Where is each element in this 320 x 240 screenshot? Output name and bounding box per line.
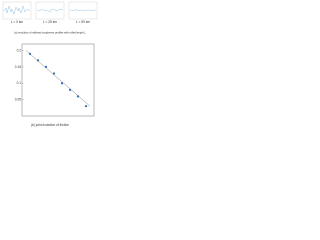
y-tick-label: 0.1 bbox=[17, 81, 22, 85]
point bbox=[36, 59, 40, 62]
point bbox=[44, 65, 48, 69]
point bbox=[52, 72, 56, 75]
fit-line bbox=[25, 50, 91, 107]
caption-b: (b) joint evolution of friction bbox=[31, 123, 69, 127]
profile bbox=[69, 9, 97, 11]
profile-label: L = 25 km bbox=[43, 20, 57, 24]
plot-frame bbox=[21, 43, 95, 117]
profile-label: L = 0 km bbox=[11, 20, 24, 24]
point bbox=[84, 105, 88, 108]
profile bbox=[3, 5, 31, 15]
point bbox=[68, 88, 72, 91]
y-tick-label: 0.15 bbox=[15, 65, 21, 69]
point bbox=[60, 82, 64, 85]
y-tick-label: 0.2 bbox=[17, 48, 22, 52]
point bbox=[28, 52, 32, 55]
point bbox=[76, 95, 80, 98]
profile-box bbox=[35, 1, 65, 20]
caption-a: (a) evolution of railhead roughness prof… bbox=[14, 31, 86, 35]
profile-box bbox=[2, 1, 32, 20]
figure: L = 0 km L = 25 km L = 50 km (a) evoluti… bbox=[2, 1, 98, 127]
profile bbox=[36, 8, 64, 13]
profile-box bbox=[68, 1, 98, 20]
y-tick-label: 0.05 bbox=[15, 97, 21, 101]
profile-label: L = 50 km bbox=[76, 20, 90, 24]
